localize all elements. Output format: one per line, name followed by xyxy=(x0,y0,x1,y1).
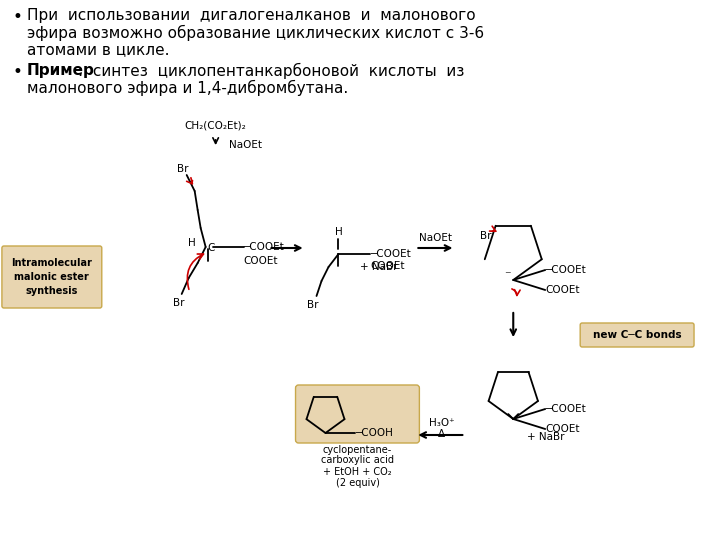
Text: Br: Br xyxy=(177,164,189,174)
Text: H: H xyxy=(188,238,196,248)
Text: Пример: Пример xyxy=(27,63,95,78)
Text: Br: Br xyxy=(480,231,492,241)
Text: Br: Br xyxy=(307,300,318,310)
FancyBboxPatch shape xyxy=(295,385,419,443)
Text: малонового эфира и 1,4-дибромбутана.: малонового эфира и 1,4-дибромбутана. xyxy=(27,80,348,96)
Text: ─COOEt: ─COOEt xyxy=(243,242,284,252)
Text: + NaBr: + NaBr xyxy=(361,262,398,272)
Text: CH₂(CO₂Et)₂: CH₂(CO₂Et)₂ xyxy=(185,120,246,130)
Text: + NaBr: + NaBr xyxy=(527,432,564,442)
Text: •: • xyxy=(13,8,23,26)
Text: COOEt: COOEt xyxy=(243,256,278,266)
Text: :  синтез  циклопентанкарбоновой  кислоты  из: : синтез циклопентанкарбоновой кислоты и… xyxy=(78,63,464,79)
Text: Δ: Δ xyxy=(438,429,445,439)
Text: COOEt: COOEt xyxy=(545,424,580,434)
Text: NaOEt: NaOEt xyxy=(419,233,452,243)
Text: Br: Br xyxy=(173,298,184,308)
Text: H: H xyxy=(335,227,342,237)
Text: ─COOEt: ─COOEt xyxy=(545,404,586,414)
FancyBboxPatch shape xyxy=(580,323,694,347)
Text: эфира возможно образование циклических кислот с 3-6: эфира возможно образование циклических к… xyxy=(27,25,484,41)
Text: + EtOH + CO₂: + EtOH + CO₂ xyxy=(323,467,392,477)
Text: •: • xyxy=(13,63,23,81)
Text: (2 equiv): (2 equiv) xyxy=(336,478,379,488)
Text: cyclopentane-: cyclopentane- xyxy=(323,445,392,455)
Text: COOEt: COOEt xyxy=(371,261,405,271)
Text: COOEt: COOEt xyxy=(545,285,580,295)
Text: ─COOH: ─COOH xyxy=(356,428,393,438)
Text: ⁻: ⁻ xyxy=(504,269,510,282)
Text: new C─C bonds: new C─C bonds xyxy=(593,330,681,340)
Text: H₃O⁺: H₃O⁺ xyxy=(428,418,454,428)
Text: C: C xyxy=(207,243,215,253)
Text: Intramolecular
malonic ester
synthesis: Intramolecular malonic ester synthesis xyxy=(12,258,92,296)
Text: При  использовании  дигалогеналканов  и  малонового: При использовании дигалогеналканов и мал… xyxy=(27,8,475,23)
Text: ─COOEt: ─COOEt xyxy=(545,265,586,275)
Text: ─COOEt: ─COOEt xyxy=(371,249,411,259)
Text: NaOEt: NaOEt xyxy=(229,140,261,150)
Text: атомами в цикле.: атомами в цикле. xyxy=(27,42,169,57)
Text: carboxylic acid: carboxylic acid xyxy=(321,455,394,465)
FancyBboxPatch shape xyxy=(2,246,102,308)
